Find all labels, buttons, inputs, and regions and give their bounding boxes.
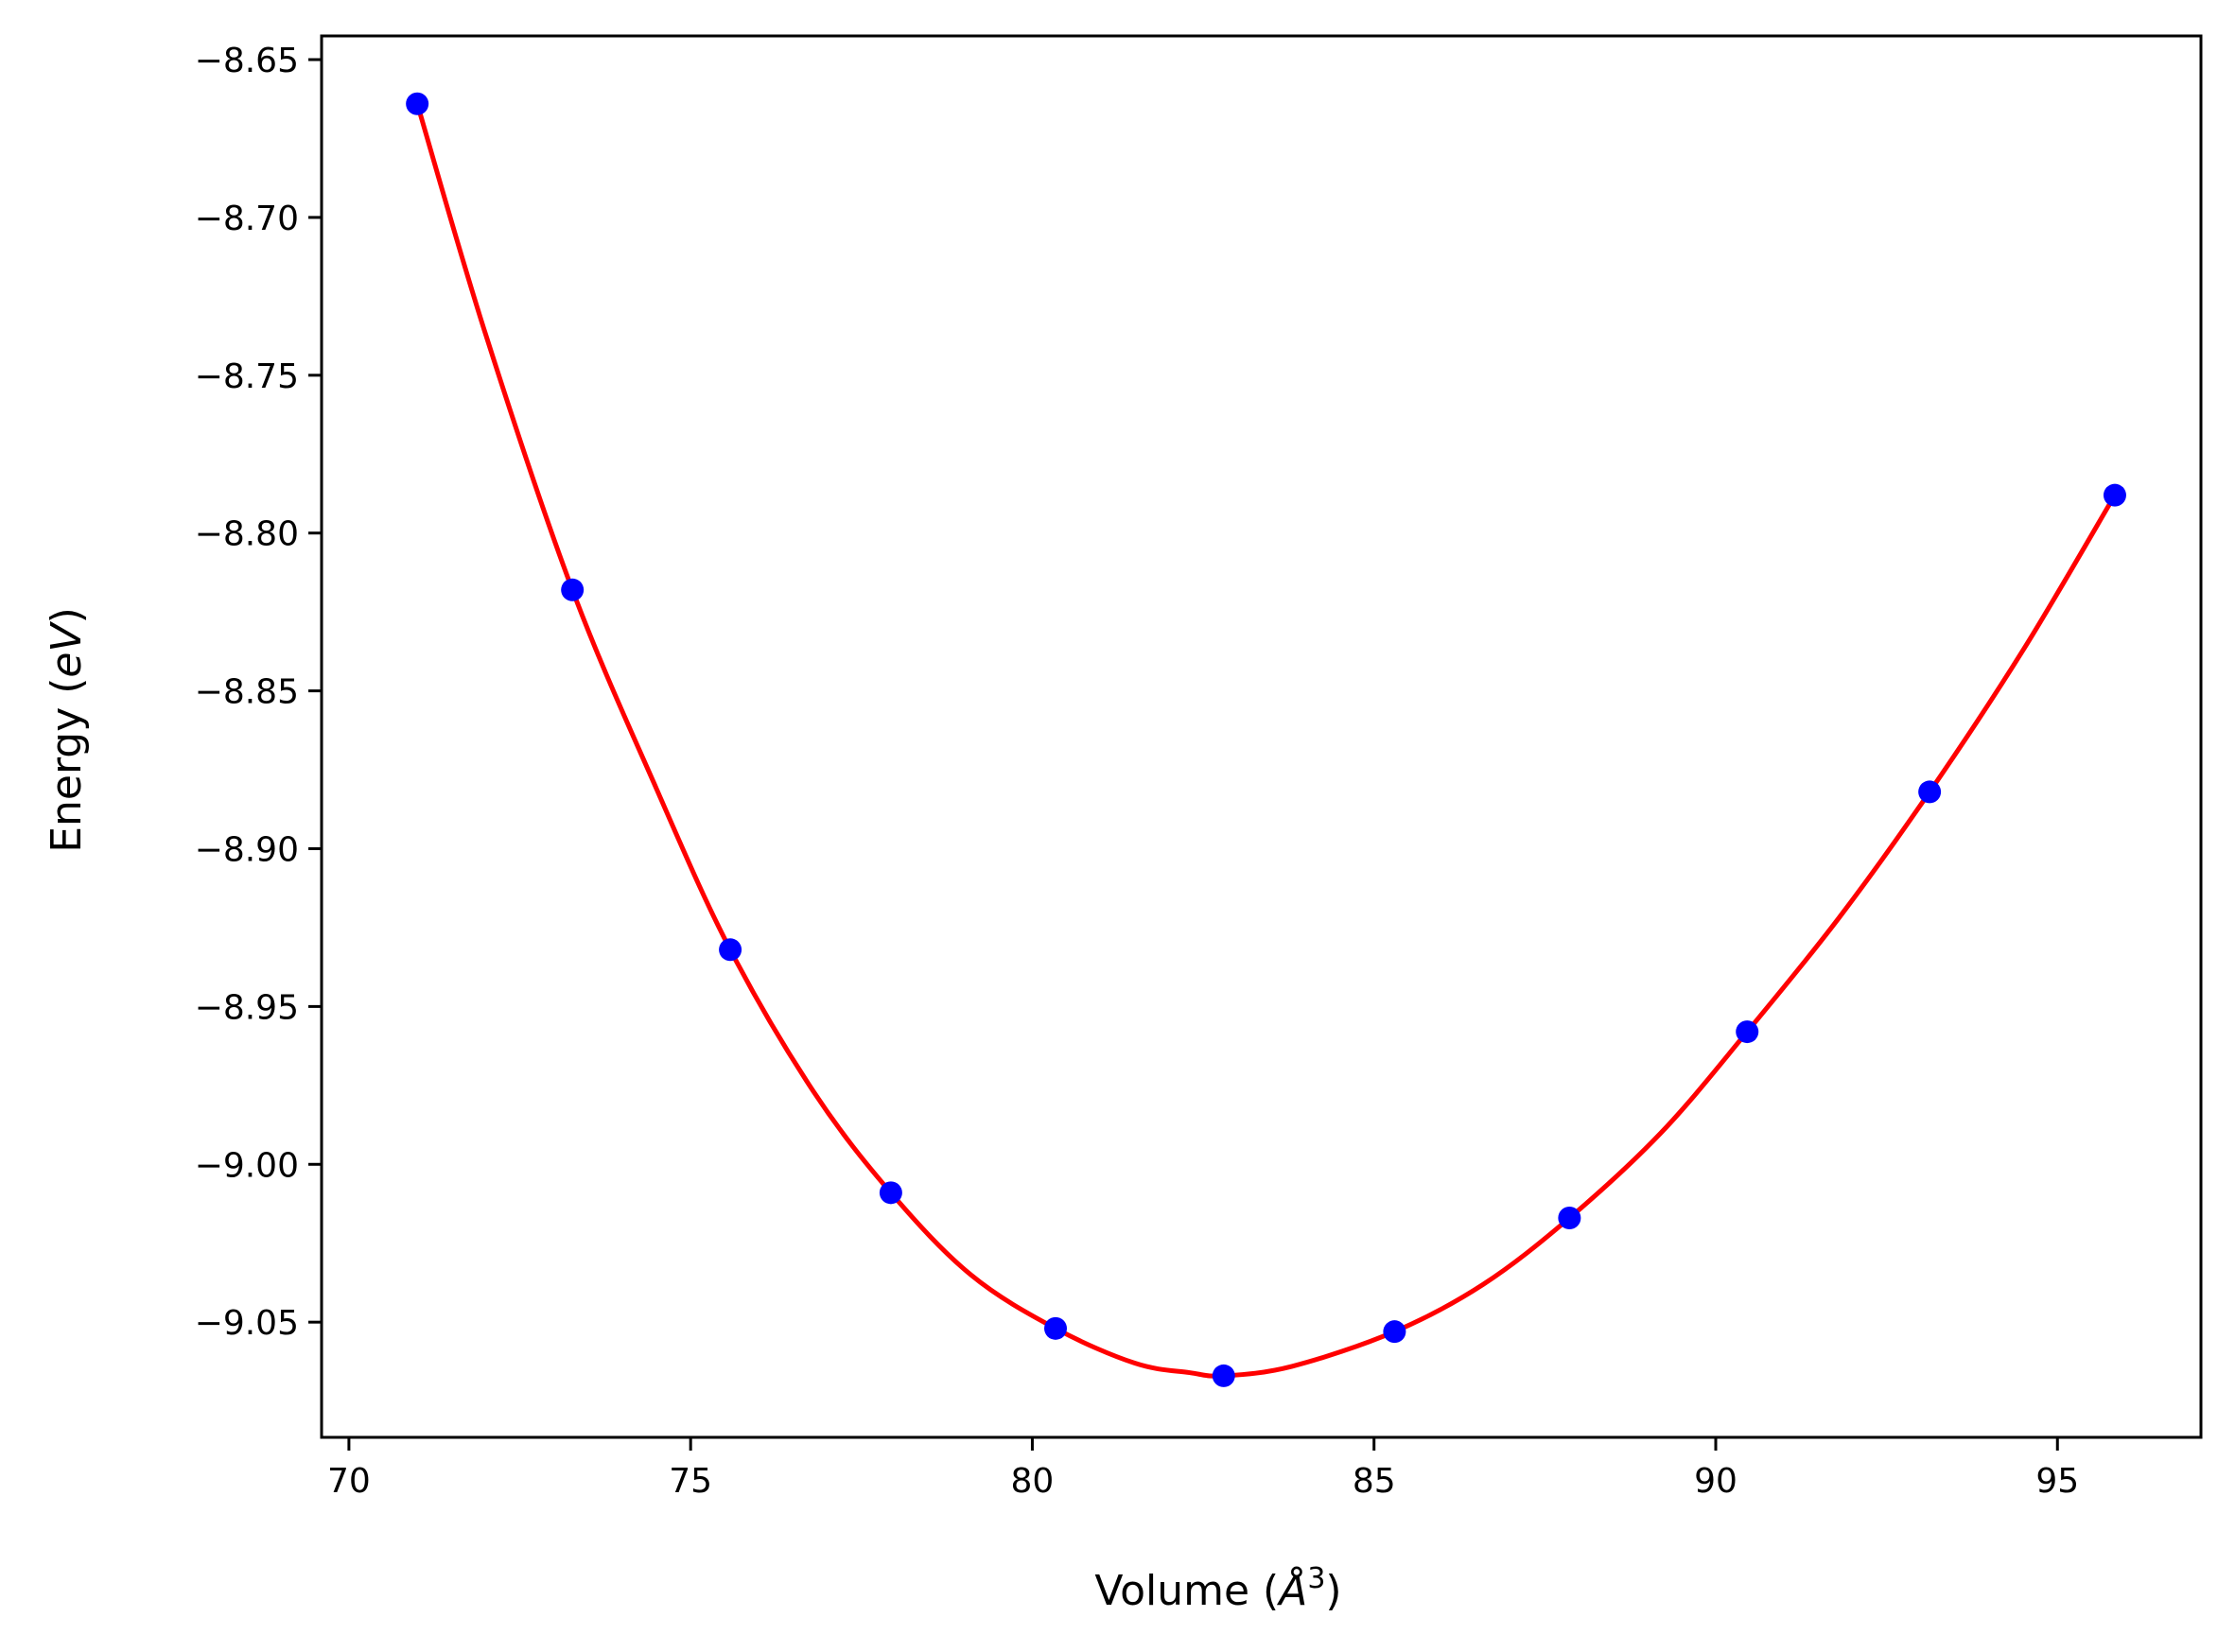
- y-axis-label-unit: eV: [43, 621, 91, 678]
- y-tick-label: −8.70: [195, 200, 299, 238]
- x-axis-label-exponent: 3: [1307, 1562, 1325, 1595]
- y-tick-label: −8.80: [195, 515, 299, 554]
- x-tick-label: 85: [1353, 1462, 1396, 1501]
- x-tick-label: 70: [327, 1462, 371, 1501]
- plot-area: [406, 92, 2126, 1387]
- data-point: [1558, 1207, 1581, 1230]
- x-axis-label-suffix: ): [1325, 1567, 1341, 1615]
- x-tick-label: 75: [669, 1462, 712, 1501]
- y-tick-label: −8.65: [195, 42, 299, 80]
- y-tick-label: −9.05: [195, 1304, 299, 1343]
- x-axis-label-unit: Å: [1276, 1565, 1307, 1615]
- y-tick-label: −9.00: [195, 1146, 299, 1185]
- y-tick-label: −8.75: [195, 357, 299, 396]
- y-axis-ticks: −8.65 −8.70 −8.75 −8.80 −8.85 −8.90 −8.95 −9.00…: [195, 42, 322, 1343]
- data-point: [1736, 1020, 1759, 1044]
- y-axis-label: Energy (eV): [43, 607, 91, 853]
- y-tick-label: −8.85: [195, 673, 299, 712]
- x-tick-label: 95: [2035, 1462, 2079, 1501]
- data-point: [719, 938, 742, 962]
- fit-curve-line: [414, 103, 2118, 1379]
- data-point: [1044, 1316, 1068, 1340]
- x-axis-label-prefix: Volume (: [1094, 1567, 1279, 1615]
- x-axis-label: Volume (Å3): [1094, 1562, 1341, 1615]
- data-point: [1383, 1320, 1406, 1344]
- y-tick-label: −8.95: [195, 988, 299, 1027]
- axes-frame: [320, 34, 2203, 1439]
- y-axis-label-prefix: Energy (: [43, 678, 91, 853]
- data-point: [406, 92, 429, 115]
- data-point: [879, 1181, 902, 1205]
- data-point: [1918, 780, 1942, 804]
- data-point: [561, 578, 585, 601]
- x-axis-ticks: 70 75 80 85 90 95: [327, 1437, 2079, 1501]
- x-tick-label: 90: [1694, 1462, 1737, 1501]
- data-point: [2103, 483, 2126, 507]
- y-axis-label-suffix: ): [43, 607, 91, 623]
- data-point: [1212, 1364, 1235, 1387]
- y-tick-label: −8.90: [195, 830, 299, 869]
- x-tick-label: 80: [1011, 1462, 1055, 1501]
